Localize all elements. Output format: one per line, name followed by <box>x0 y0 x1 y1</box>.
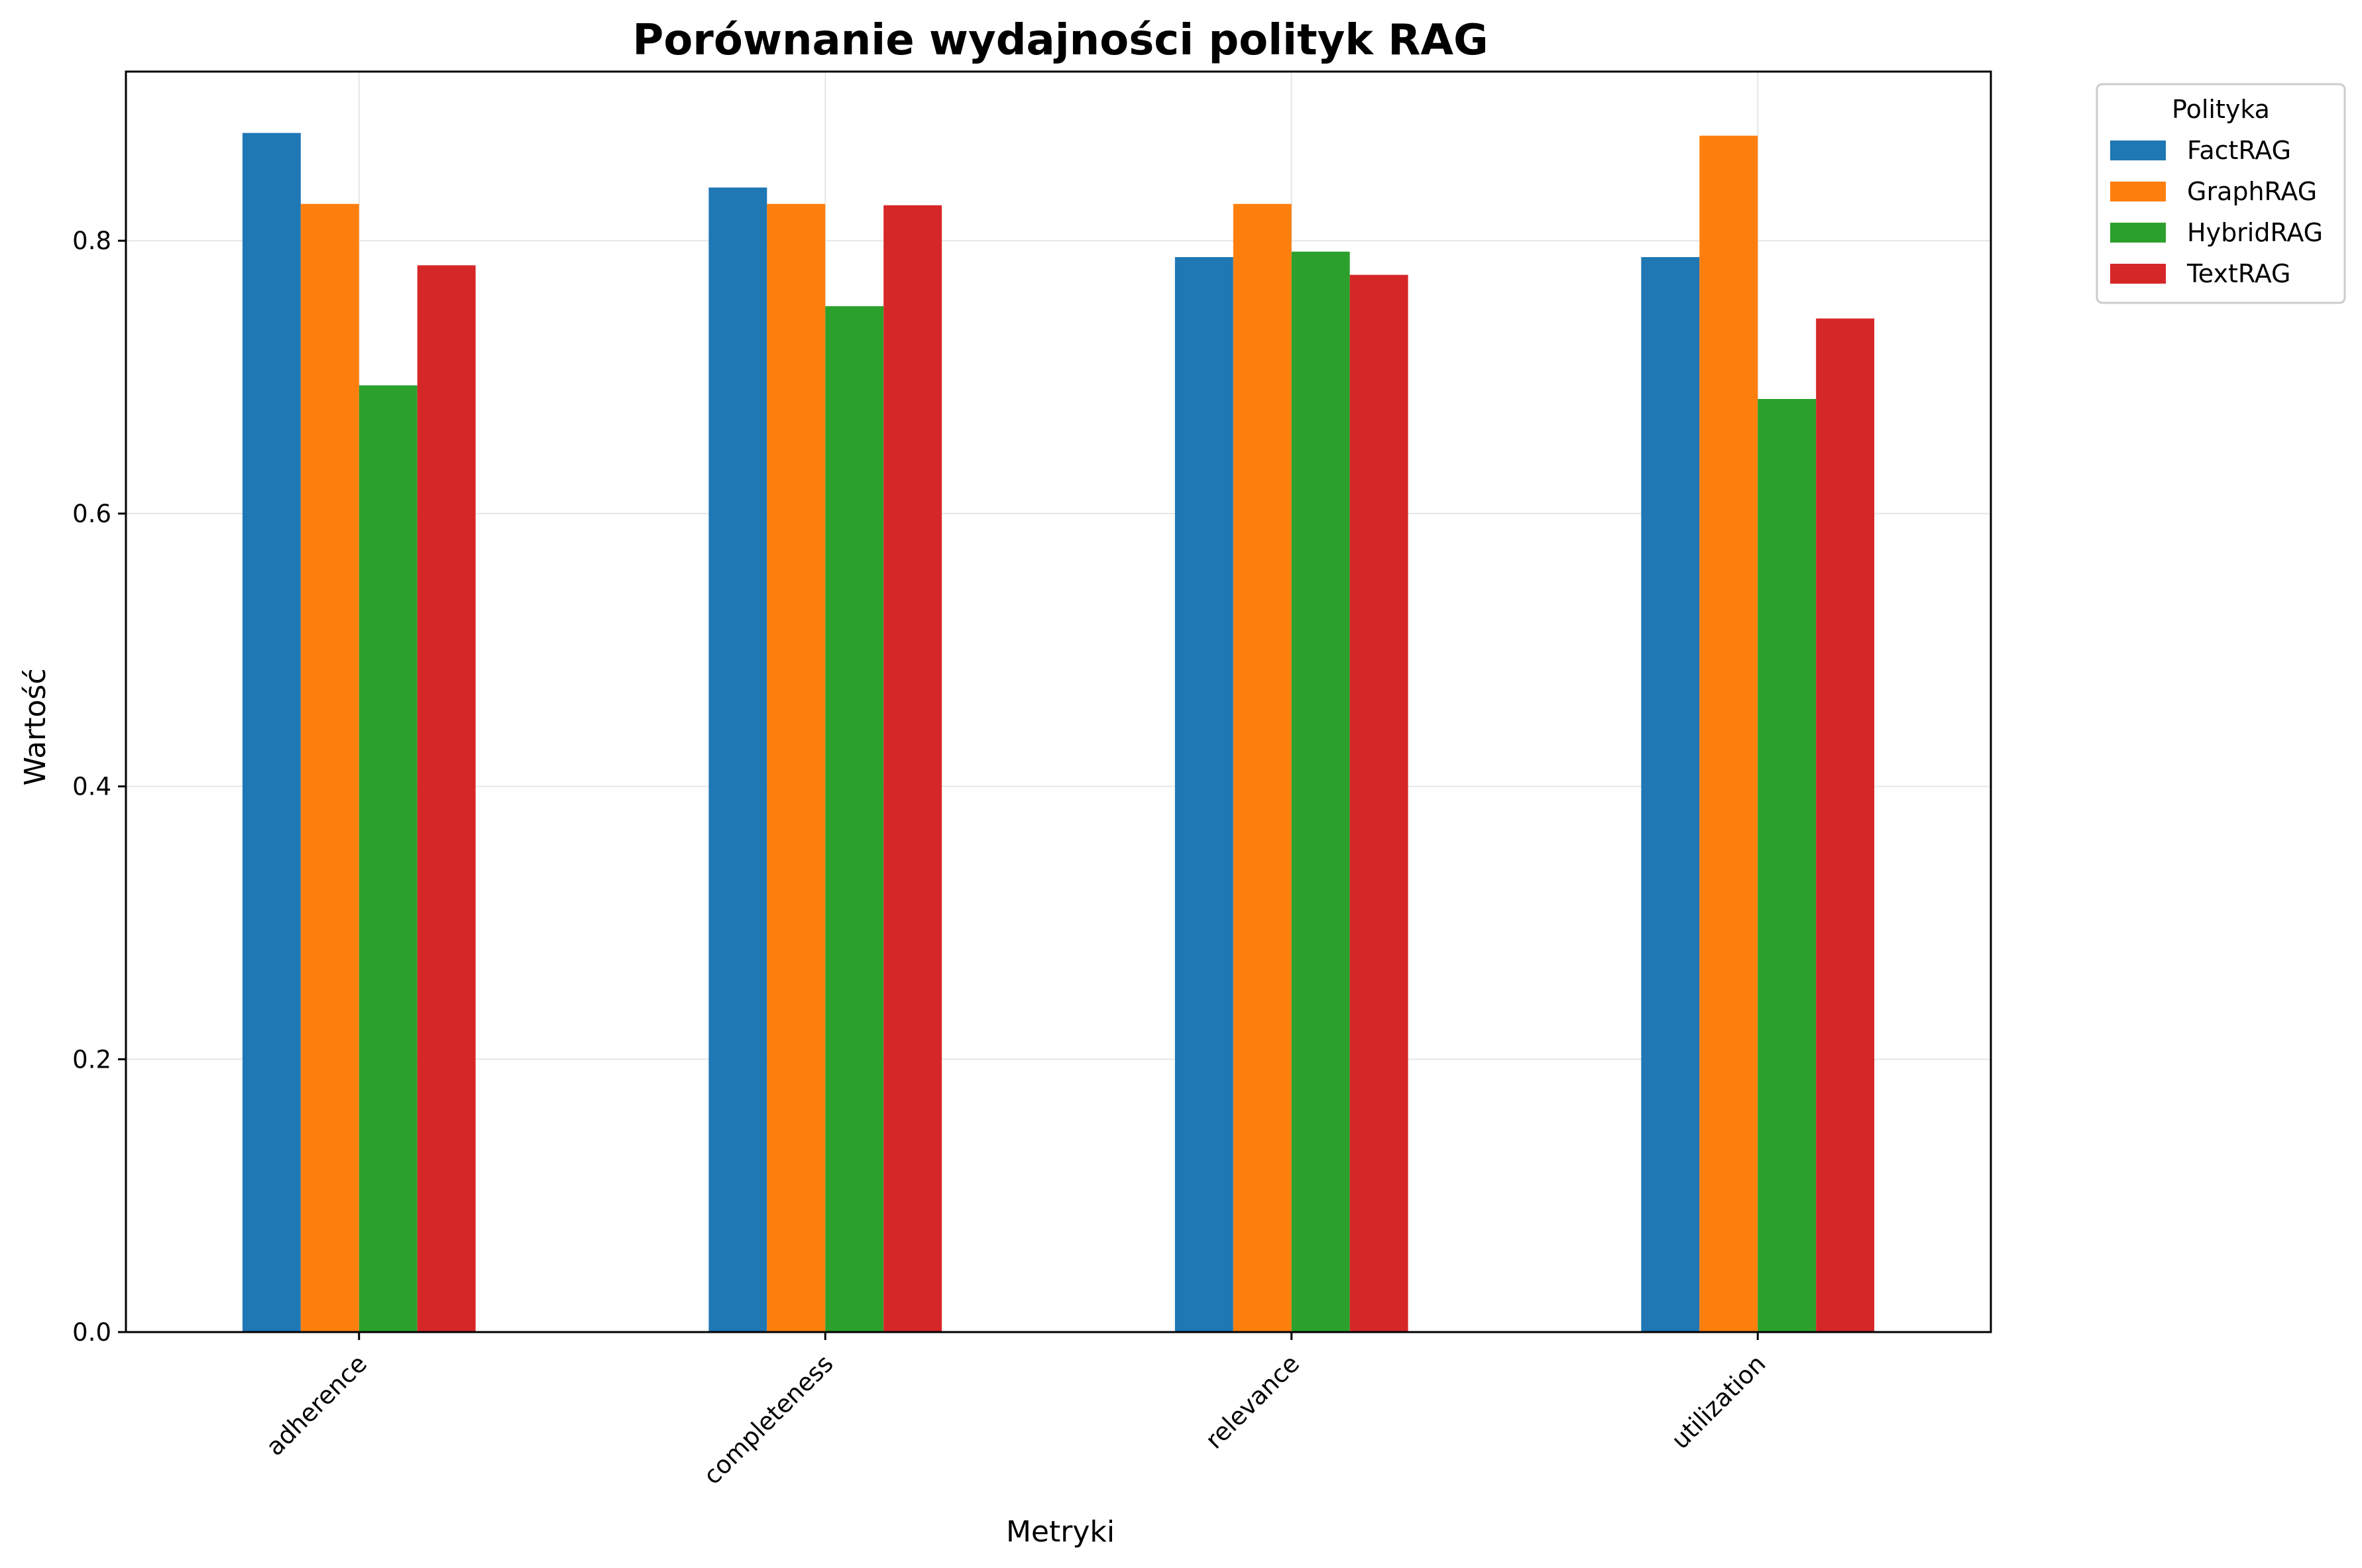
bar-HybridRAG-completeness <box>825 306 884 1332</box>
y-axis-ticks: 0.0 0.2 0.4 0.6 0.8 <box>72 227 126 1347</box>
bar-FactRAG-completeness <box>708 187 767 1332</box>
legend-label: TextRAG <box>2186 259 2291 288</box>
bar-TextRAG-adherence <box>417 265 476 1332</box>
bar-FactRAG-adherence <box>242 133 301 1332</box>
legend-items: FactRAG GraphRAG HybridRAG TextRAG <box>2110 136 2323 288</box>
x-tick-label: utilization <box>1666 1349 1772 1455</box>
bar-HybridRAG-utilization <box>1758 399 1817 1332</box>
y-tick-label: 0.4 <box>72 773 111 801</box>
legend-swatch <box>2110 182 2166 201</box>
x-tick-label: relevance <box>1200 1349 1305 1455</box>
bars <box>242 133 1875 1333</box>
chart-title: Porównanie wydajności polityk RAG <box>632 16 1488 65</box>
y-tick-label: 0.8 <box>72 227 111 255</box>
bar-GraphRAG-utilization <box>1699 135 1758 1333</box>
bar-HybridRAG-relevance <box>1291 251 1350 1332</box>
y-tick-label: 0.0 <box>72 1318 111 1347</box>
bar-TextRAG-relevance <box>1349 274 1408 1333</box>
bar-HybridRAG-adherence <box>359 385 418 1332</box>
legend-swatch <box>2110 223 2166 243</box>
legend-label: FactRAG <box>2187 136 2291 165</box>
legend-swatch <box>2110 264 2166 284</box>
x-tick-label: adherence <box>260 1349 372 1461</box>
bar-GraphRAG-completeness <box>767 203 826 1332</box>
bar-TextRAG-utilization <box>1816 318 1875 1333</box>
x-tick-label: completeness <box>698 1349 839 1490</box>
legend-label: GraphRAG <box>2187 177 2317 206</box>
y-tick-label: 0.2 <box>72 1045 111 1074</box>
x-axis-label: Metryki <box>1006 1515 1115 1549</box>
bar-TextRAG-completeness <box>883 205 942 1332</box>
bar-FactRAG-relevance <box>1174 256 1233 1333</box>
legend: Polityka FactRAG GraphRAG HybridRAG TextRAG <box>2096 83 2346 304</box>
bar-FactRAG-utilization <box>1641 256 1700 1333</box>
bar-GraphRAG-relevance <box>1233 203 1292 1332</box>
y-tick-label: 0.6 <box>72 500 111 528</box>
legend-label: HybridRAG <box>2187 218 2323 247</box>
plot-area-frame <box>125 70 1992 1333</box>
legend-swatch <box>2110 140 2166 160</box>
legend-title: Polityka <box>2172 95 2270 124</box>
bar-GraphRAG-adherence <box>300 203 359 1332</box>
legend-box <box>2096 83 2346 304</box>
x-axis-ticks: adherence completeness relevance utilizatio… <box>260 1332 1772 1490</box>
y-axis-label: Wartość <box>19 668 52 785</box>
